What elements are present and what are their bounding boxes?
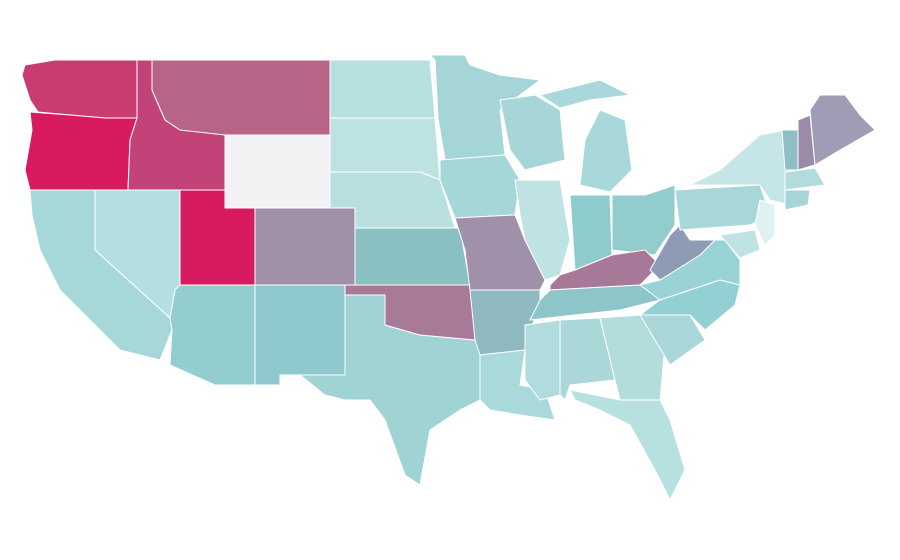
- state-region: [254, 207, 356, 286]
- state-region: [429, 54, 541, 161]
- state-region: [479, 349, 556, 421]
- state-region: [784, 167, 826, 191]
- state-region: [514, 179, 571, 281]
- state-region: [781, 129, 801, 171]
- state-region: [611, 184, 676, 256]
- state-region: [354, 227, 471, 286]
- state-region: [809, 94, 876, 166]
- state-region: [649, 224, 716, 281]
- state-region: [24, 111, 138, 191]
- state-region: [151, 59, 331, 136]
- state-region: [524, 319, 561, 401]
- state-region: [224, 134, 331, 209]
- state-region: [329, 117, 441, 181]
- state-region: [454, 214, 546, 291]
- state-region: [169, 284, 256, 386]
- state-region: [569, 389, 686, 501]
- state-region: [499, 94, 566, 171]
- state-region: [784, 189, 811, 211]
- state-region: [254, 284, 346, 386]
- state-region: [754, 199, 776, 246]
- state-region: [439, 154, 521, 219]
- state-region: [539, 79, 633, 193]
- state-region: [329, 59, 436, 119]
- state-region: [719, 229, 761, 259]
- state-region: [29, 189, 173, 361]
- state-region: [21, 59, 138, 119]
